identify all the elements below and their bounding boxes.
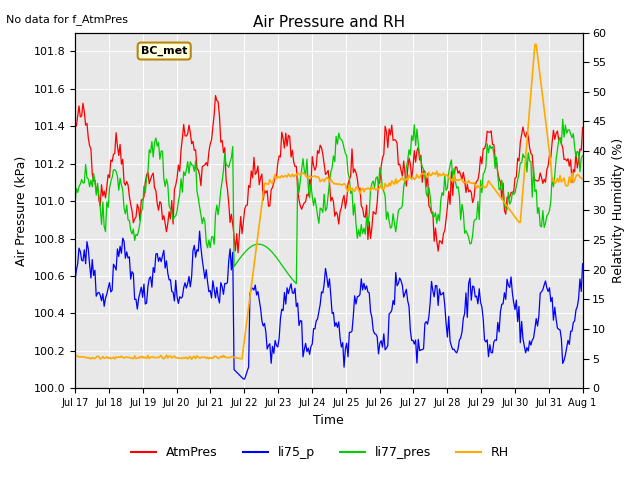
RH: [71, 354, 79, 360]
Text: No data for f_AtmPres: No data for f_AtmPres: [6, 14, 129, 25]
RH: [579, 176, 586, 182]
Legend: AtmPres, li75_p, li77_pres, RH: AtmPres, li75_p, li77_pres, RH: [126, 441, 514, 464]
li77_pres: [577, 155, 585, 161]
Line: li75_p: li75_p: [75, 231, 582, 379]
li75_p: [71, 279, 79, 285]
Title: Air Pressure and RH: Air Pressure and RH: [253, 15, 405, 30]
li75_p: [577, 288, 585, 294]
RH: [88, 355, 96, 360]
RH: [435, 173, 442, 179]
Line: RH: RH: [75, 45, 582, 359]
li75_p: [196, 228, 204, 234]
AtmPres: [234, 250, 242, 256]
AtmPres: [579, 124, 586, 130]
AtmPres: [436, 238, 444, 244]
RH: [333, 181, 341, 187]
RH: [510, 212, 518, 218]
Y-axis label: Air Pressure (kPa): Air Pressure (kPa): [15, 156, 28, 265]
RH: [577, 175, 585, 180]
Line: AtmPres: AtmPres: [75, 96, 582, 253]
li77_pres: [104, 204, 112, 210]
AtmPres: [71, 123, 79, 129]
Line: li77_pres: li77_pres: [75, 120, 582, 284]
li75_p: [88, 257, 96, 263]
li77_pres: [88, 184, 96, 190]
AtmPres: [511, 175, 519, 181]
li77_pres: [510, 192, 518, 197]
RH: [188, 356, 195, 362]
Y-axis label: Relativity Humidity (%): Relativity Humidity (%): [612, 138, 625, 283]
li77_pres: [559, 117, 566, 122]
li75_p: [511, 307, 519, 312]
AtmPres: [104, 172, 112, 178]
li77_pres: [71, 200, 79, 205]
X-axis label: Time: Time: [314, 414, 344, 427]
li75_p: [436, 286, 444, 292]
li77_pres: [579, 153, 586, 159]
li77_pres: [333, 141, 341, 147]
Text: BC_met: BC_met: [141, 46, 188, 56]
AtmPres: [577, 147, 585, 153]
li77_pres: [435, 212, 442, 217]
li75_p: [335, 319, 342, 325]
AtmPres: [88, 171, 96, 177]
li75_p: [579, 261, 586, 266]
RH: [531, 42, 539, 48]
li77_pres: [292, 281, 300, 287]
AtmPres: [212, 93, 220, 98]
li75_p: [239, 376, 247, 382]
RH: [104, 356, 112, 361]
AtmPres: [335, 221, 342, 227]
li75_p: [104, 285, 112, 291]
